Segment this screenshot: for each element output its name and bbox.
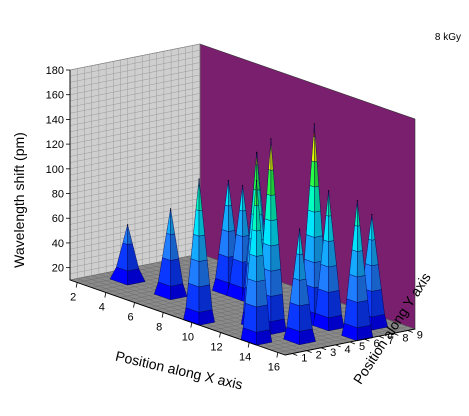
x-axis-label: Position along X axis: [114, 348, 244, 393]
z-tick-label: 120: [46, 139, 64, 151]
x-tick: [190, 322, 193, 328]
spike: [341, 200, 374, 342]
x-tick: [247, 342, 250, 348]
y-tick-label: 8: [402, 332, 408, 344]
z-tick-label: 140: [46, 114, 64, 126]
x-tick: [133, 302, 135, 308]
spike-apex: [371, 214, 373, 216]
y-tick: [393, 332, 399, 336]
spike-apex: [198, 178, 200, 180]
spike-apex: [313, 123, 315, 125]
x-tick: [75, 282, 78, 288]
spike-band: [242, 185, 247, 212]
spike-apex: [328, 190, 330, 192]
z-tick-label: 40: [52, 238, 64, 250]
spike-band: [328, 190, 332, 217]
chart-spikes: [109, 123, 389, 346]
x-tick-label: 14: [239, 352, 251, 364]
y-tick-label: 2: [316, 350, 322, 362]
x-tick-label: 16: [268, 362, 280, 374]
spike: [312, 190, 345, 332]
y-tick-label: 6: [373, 338, 379, 350]
x-tick: [161, 312, 164, 318]
y-tick: [407, 330, 413, 333]
y-tick-label: 9: [417, 329, 423, 341]
x-tick-label: 4: [99, 302, 105, 314]
spike-band: [270, 244, 281, 272]
axis-line: [69, 279, 286, 356]
x-tick-label: 2: [70, 292, 76, 304]
x-tick-label: 10: [182, 332, 194, 344]
x-tick: [219, 332, 221, 338]
spike-band: [299, 229, 304, 255]
spike: [153, 208, 188, 301]
x-tick-label: 12: [210, 342, 222, 354]
z-tick-label: 60: [52, 213, 64, 225]
spike-band: [127, 224, 133, 245]
spike-band: [256, 180, 259, 207]
y-tick-label: 1: [301, 353, 307, 365]
spike-band: [198, 178, 200, 186]
spike: [240, 179, 273, 346]
spike-band: [270, 293, 285, 322]
z-tick-label: 100: [46, 164, 64, 176]
spike-band: [245, 278, 257, 308]
z-tick-label: 160: [46, 90, 64, 102]
spike-apex: [127, 224, 129, 226]
x-tick: [276, 352, 279, 358]
spike-apex: [255, 179, 257, 182]
spike-band: [371, 214, 376, 241]
x-tick-label: 6: [127, 312, 133, 324]
y-tick: [320, 347, 327, 351]
z-tick-label: 80: [52, 189, 64, 201]
y-tick: [335, 344, 341, 348]
spike-band: [314, 123, 316, 137]
spike-apex: [270, 138, 272, 140]
spike-band: [185, 282, 200, 313]
y-tick-label: 5: [359, 341, 365, 353]
spike-band: [198, 284, 213, 313]
y-tick: [378, 335, 385, 339]
axis-line: [284, 328, 416, 356]
spike-band: [343, 298, 358, 329]
spike-band: [270, 268, 283, 297]
dose-annotation: 8 kGy: [434, 32, 461, 43]
spike-band: [228, 180, 232, 207]
z-tick-label: 180: [46, 65, 64, 77]
y-tick-label: 7: [388, 335, 394, 347]
spike-band: [357, 200, 361, 227]
spike-apex: [356, 200, 358, 202]
z-tick-label: 20: [52, 263, 64, 275]
spike-apex: [170, 208, 172, 210]
spike-apex: [256, 151, 258, 153]
x-tick-label: 8: [156, 322, 162, 334]
z-axis-label: Wavelength shift (pm): [11, 132, 27, 268]
spike: [283, 228, 316, 345]
spike-band: [315, 288, 329, 319]
y-tick-label: 3: [330, 347, 336, 359]
y-tick: [292, 353, 298, 356]
spike-apex: [242, 184, 244, 187]
spike-band: [304, 234, 315, 263]
floor-gridline: [77, 256, 208, 283]
x-tick: [104, 292, 107, 298]
y-tick: [349, 341, 356, 345]
spike-band: [256, 152, 258, 166]
y-tick: [306, 350, 312, 354]
spike-band: [170, 208, 175, 235]
spike: [183, 178, 215, 326]
spike: [109, 224, 146, 286]
spike-band: [270, 138, 272, 146]
y-tick: [364, 338, 370, 342]
y-tick-label: 4: [345, 344, 351, 356]
spike-band: [256, 304, 270, 333]
floor-gridline: [277, 326, 408, 353]
spike-apex: [227, 179, 229, 182]
spike-band: [242, 302, 257, 333]
spike-apex: [299, 228, 301, 230]
